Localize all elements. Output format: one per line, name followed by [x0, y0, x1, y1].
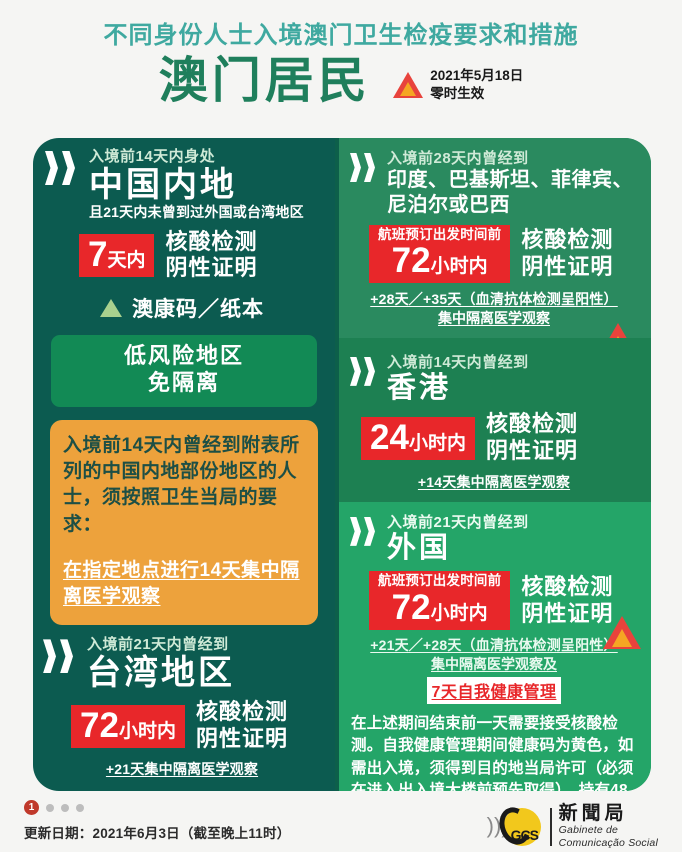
footer-left: 1 更新日期：2021年6月3日（截至晚上11时） [24, 800, 290, 842]
double-chevron-right-icon [41, 636, 83, 676]
logo-name-pt-line2: Comunicação Social [558, 837, 658, 850]
lowrisk-line1: 低风险地区 [123, 343, 244, 369]
page-indicator-dot[interactable] [76, 803, 84, 812]
high-risk-requirement-line2: 阴性证明 [521, 253, 614, 279]
foreign-block: 入境前21天内曾经到 外国 航班预订出发时间前 72小时内 核酸检测 阴性证明 … [339, 501, 651, 791]
orange-notice-action: 在指定地点进行14天集中隔离医学观察 [63, 559, 300, 607]
taiwan-requirement-line2: 阴性证明 [195, 726, 288, 752]
foreign-note-line1: +21天／+28天（血清抗体检测呈阳性） [370, 636, 618, 653]
high-risk-requirement-line1: 核酸检测 [521, 227, 614, 253]
high-risk-note-line1: +28天／+35天（血清抗体检测呈阳性） [370, 291, 618, 308]
logo-name-pt-line1: Gabinete de [558, 823, 619, 836]
taiwan-test-window-badge: 72小时内 [71, 704, 185, 748]
column-divider [335, 138, 339, 791]
page-indicator-dot[interactable] [46, 803, 54, 812]
taiwan-quarantine-note: +21天集中隔离医学观察 [105, 761, 259, 778]
taiwan-requirement-line1: 核酸检测 [195, 699, 288, 725]
taiwan-block: 入境前21天内曾经到 台湾地区 72小时内 核酸检测 阴性证明 +21天集中隔离… [33, 636, 335, 779]
taiwan-test-window-value: 72 [80, 705, 119, 745]
page-title: 澳门居民 [158, 53, 371, 108]
mainland-code-text: 澳康码／纸本 [132, 298, 264, 322]
warning-triangle-icon [603, 615, 641, 649]
gcs-logo: ))) GCS 新聞局 Gabinete de Comunicação Soci… [487, 803, 658, 850]
foreign-region-name: 外国 [387, 531, 452, 564]
hong-kong-pre-label: 入境前14天内曾经到 [387, 353, 529, 371]
high-risk-pre-label: 入境前28天内曾经到 [387, 150, 529, 167]
logo-gcs-text: GCS [510, 827, 539, 844]
foreign-test-window-value: 72 [391, 587, 431, 627]
double-chevron-right-icon [43, 148, 85, 188]
hong-kong-block: 入境前14天内曾经到 香港 24小时内 核酸检测 阴性证明 +14天集中隔离医学… [339, 337, 651, 502]
content-board: 入境前14天内身处 中国内地 且21天内未曾到过外国或台湾地区 7天内 核酸检测… [33, 138, 651, 791]
foreign-self-health-highlight: 7天自我健康管理 [426, 676, 562, 704]
hong-kong-region-name: 香港 [387, 371, 452, 404]
high-risk-test-caption: 航班预订出发时间前 [378, 226, 502, 242]
orange-notice-paragraph: 入境前14天内曾经到附表所列的中国内地部份地区的人士，须按照卫生当局的要求： [63, 434, 300, 535]
gcs-logo-icon: ))) GCS [487, 803, 543, 850]
green-triangle-icon [100, 299, 122, 318]
double-chevron-right-icon [349, 514, 383, 548]
high-risk-region-line2: 尼泊尔或巴西 [387, 193, 510, 216]
mainland-code-row: 澳康码／纸本 [43, 293, 321, 323]
taiwan-pre-label: 入境前21天内曾经到 [87, 636, 229, 654]
logo-name-cn: 新聞局 [558, 803, 628, 824]
mainland-pre-label: 入境前14天内身处 [89, 148, 216, 165]
hong-kong-test-window-badge: 24小时内 [361, 416, 475, 460]
hong-kong-requirement-line1: 核酸检测 [485, 411, 578, 437]
high-risk-countries-block: 入境前28天内曾经到 印度、巴基斯坦、菲律宾、 尼泊尔或巴西 航班预订出发时间前… [339, 138, 651, 356]
high-risk-test-window-badge: 航班预订出发时间前 72小时内 [369, 224, 511, 284]
foreign-test-window-unit: 小时内 [430, 602, 488, 624]
hong-kong-requirement-line2: 阴性证明 [485, 438, 578, 464]
right-column: 入境前28天内曾经到 印度、巴基斯坦、菲律宾、 尼泊尔或巴西 航班预订出发时间前… [339, 138, 651, 791]
page-indicator-dot[interactable] [61, 803, 69, 812]
logo-circle-shape [502, 808, 541, 847]
left-column: 入境前14天内身处 中国内地 且21天内未曾到过外国或台湾地区 7天内 核酸检测… [33, 138, 335, 791]
mainland-test-window-badge: 7天内 [79, 233, 155, 277]
high-risk-note-line2: 集中隔离医学观察 [438, 309, 550, 326]
mainland-test-window-unit: 天内 [107, 249, 146, 271]
lowrisk-box: 低风险地区 免隔离 [51, 335, 317, 407]
update-date-text: 更新日期：2021年6月3日（截至晚上11时） [24, 826, 291, 841]
poster-subtitle: 不同身份人士入境澳门卫生检疫要求和措施 [103, 22, 579, 49]
foreign-paragraph: 在上述期间结束前一天需要接受核酸检测。自我健康管理期间健康码为黄色，如需出入境，… [351, 714, 634, 791]
foreign-requirement-line2: 阴性证明 [521, 600, 614, 626]
taiwan-test-window-unit: 小时内 [118, 720, 176, 742]
foreign-note-line2: 集中隔离医学观察及 [431, 655, 557, 672]
foreign-test-window-badge: 航班预订出发时间前 72小时内 [369, 571, 511, 630]
effective-date-block: 2021年5月18日 零时生效 [393, 67, 523, 103]
double-chevron-right-icon [349, 354, 383, 388]
hong-kong-quarantine-note: +14天集中隔离医学观察 [417, 474, 571, 490]
mainland-requirement-line2: 阴性证明 [165, 255, 258, 281]
mainland-test-window-value: 7 [88, 234, 108, 274]
foreign-pre-label: 入境前21天内曾经到 [387, 513, 529, 531]
hong-kong-test-window-unit: 小时内 [408, 432, 466, 454]
effective-date: 2021年5月18日 [430, 67, 524, 83]
taiwan-region-name: 台湾地区 [87, 654, 235, 693]
high-risk-test-window-unit: 小时内 [430, 256, 488, 278]
warning-triangle-icon [393, 71, 424, 98]
double-chevron-right-icon [349, 150, 383, 184]
mainland-block: 入境前14天内身处 中国内地 且21天内未曾到过外国或台湾地区 7天内 核酸检测… [33, 138, 335, 323]
poster-footer: 1 更新日期：2021年6月3日（截至晚上11时） ))) GCS 新聞局 Ga… [0, 792, 682, 852]
poster-header: 不同身份人士入境澳门卫生检疫要求和措施 澳门居民 2021年5月18日 零时生效 [0, 0, 682, 109]
mainland-region-sub: 且21天内未曾到过外国或台湾地区 [89, 204, 304, 221]
effective-note: 零时生效 [430, 85, 485, 101]
orange-notice-box: 入境前14天内曾经到附表所列的中国内地部份地区的人士，须按照卫生当局的要求： 在… [50, 419, 318, 626]
logo-divider [549, 808, 552, 847]
high-risk-test-window-value: 72 [391, 241, 431, 281]
high-risk-region-line1: 印度、巴基斯坦、菲律宾、 [387, 169, 633, 191]
mainland-region-name: 中国内地 [89, 166, 237, 204]
foreign-requirement-line1: 核酸检测 [521, 573, 614, 599]
page-indicator[interactable]: 1 [24, 800, 290, 815]
page-indicator-current[interactable]: 1 [24, 800, 39, 815]
mainland-requirement-line1: 核酸检测 [165, 228, 258, 254]
lowrisk-line2: 免隔离 [147, 370, 220, 396]
hong-kong-test-window-value: 24 [370, 417, 409, 457]
foreign-test-caption: 航班预订出发时间前 [378, 573, 502, 589]
